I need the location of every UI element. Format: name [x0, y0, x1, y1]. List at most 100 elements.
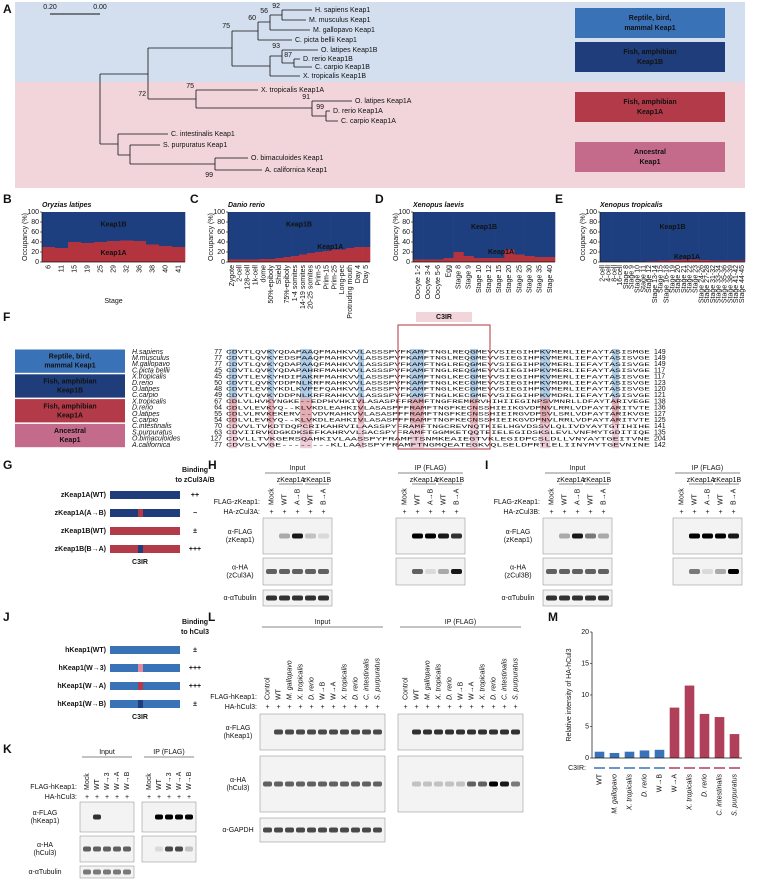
partner-sign: +: [402, 509, 406, 516]
panel-label: C: [190, 192, 199, 206]
seq-name: M.gallopavo: [132, 361, 170, 368]
blot-band: [123, 846, 131, 852]
lane-label: Control: [402, 677, 409, 700]
residue-shade: [300, 367, 312, 374]
residue-shade: [470, 417, 478, 424]
blot-band: [585, 533, 596, 539]
lane-label: WT: [275, 688, 282, 700]
seq-name: H.sapiens: [132, 349, 164, 356]
group-label: Fish, amphibian: [43, 379, 96, 386]
blot-band: [113, 869, 121, 875]
bar: [609, 752, 620, 758]
bar-segment: [413, 212, 424, 260]
lane-label: C. intestinalis: [501, 658, 508, 700]
residue-shade: [470, 367, 478, 374]
bar-segment: [698, 212, 705, 260]
residue-shade: [540, 429, 550, 436]
bar-segment: [514, 212, 525, 255]
blot-band: [438, 533, 449, 539]
series-label: Keap1A: [488, 249, 514, 256]
residue-shade: [268, 398, 274, 405]
residue-shade: [268, 435, 274, 442]
x-tick-label: Stage 35: [537, 265, 544, 293]
y-tick-label: 60: [589, 229, 597, 236]
sequence: CDVTLQVKYEDSPAAQFMAHKVVLASSSPVFKAMFTNGLR…: [226, 355, 651, 362]
partner-sign: +: [85, 794, 89, 801]
blot-band: [155, 846, 163, 852]
group-header: zKeap1B: [303, 477, 332, 484]
bar-segment: [623, 212, 630, 262]
bar-segment: [346, 212, 355, 248]
seq-end: 149: [654, 349, 666, 356]
x-tick-label: D. rerio: [701, 774, 708, 797]
residue-shade: [268, 386, 274, 393]
bootstrap: 99: [205, 172, 213, 179]
seq-name: O.bimaculoides: [132, 436, 181, 443]
row-label: α-FLAG: [228, 529, 253, 536]
panel-label: L: [208, 610, 215, 624]
sequence: CDLVLEVKYQ--KLVKDLEAHKIVLASASPFFRAMFTNGF…: [226, 417, 651, 424]
blot-band: [185, 814, 193, 820]
lane-label: X. tropicalis: [341, 663, 348, 701]
seq-end: 135: [654, 429, 666, 436]
lane-label: WT: [587, 493, 594, 505]
row-label: (hKeap1): [31, 818, 60, 825]
lane-label: X. tropicalis: [479, 663, 486, 701]
bar-segment: [675, 212, 682, 260]
x-tick-label: X. tropicalis: [686, 774, 693, 812]
residue-shade: [410, 411, 424, 418]
residue-shade: [300, 429, 312, 436]
lane-label: W→A: [176, 771, 183, 790]
x-tick-label: dome: [260, 265, 267, 283]
row-label: α-GAPDH: [222, 827, 253, 834]
x-tick-label: 41: [175, 265, 182, 273]
bar-segment: [228, 212, 237, 260]
bootstrap: 56: [260, 8, 268, 15]
seq-end: 149: [654, 361, 666, 368]
x-tick-label: Stage 20: [675, 265, 682, 293]
residue-shade: [612, 349, 619, 356]
y-tick-label: 20: [581, 629, 589, 636]
partner-sign: +: [167, 794, 171, 801]
x-tick-label: 128-cell: [245, 265, 252, 290]
x-tick-label: Zygote: [229, 265, 236, 287]
bar-segment: [629, 212, 636, 262]
bar-segment: [675, 260, 682, 262]
row-label: α-HA: [232, 564, 248, 571]
blot-band: [362, 827, 371, 833]
y-axis-label: Occupancy (%): [22, 213, 29, 261]
bar-segment: [306, 253, 316, 262]
blot-band: [559, 595, 570, 601]
x-tick-label: Stage 33-34: [716, 265, 723, 303]
sequence: CDVTLQVKYDDPNLKRFRAHKVVLASSSPVFKAMFTNGLK…: [226, 379, 651, 386]
y-tick-label: 20: [31, 249, 39, 256]
bar-segment: [611, 212, 618, 262]
seq-end: 117: [654, 374, 665, 381]
c3ir-stripe: [138, 664, 143, 672]
x-tick-label: S. purpuratus: [731, 774, 738, 817]
y-tick-label: 0: [406, 259, 410, 266]
residue-shade: [612, 367, 619, 374]
bar-segment: [721, 212, 728, 261]
sequence: CDVVLTVKDTDQPCRIKAHRVILAASSPYFRAMFTNGCRE…: [226, 423, 651, 430]
x-tick-label: 1k-cell: [252, 265, 259, 286]
x-tick-label: Stage 35-36: [722, 265, 729, 303]
scale-label: 0.20: [43, 4, 57, 11]
residue-shade: [540, 386, 550, 393]
seq-name: C.picta bellii: [132, 367, 170, 374]
construct-bar: [110, 509, 180, 517]
row-label: α-HA: [230, 777, 246, 784]
sequence: CDVTLQVKYQDAPAAQFMAHKVVLASSSPVFKAMFTNGLR…: [226, 361, 651, 368]
bar-segment: [94, 242, 108, 262]
x-tick-label: Stage 9: [629, 265, 636, 289]
group-box: [15, 374, 125, 398]
residue-shade: [229, 417, 237, 424]
bar-segment: [704, 260, 711, 262]
sequence: CDVSLVVGE--------KLLAASSPYFRAMFTNGMQEATE…: [226, 441, 651, 448]
bar-segment: [235, 212, 245, 260]
x-tick-label: Stage 19: [669, 265, 676, 293]
bar-segment: [544, 257, 556, 262]
blot-header: Input: [570, 465, 586, 472]
blot-band: [155, 814, 163, 820]
lane-label: W→B: [319, 681, 326, 700]
